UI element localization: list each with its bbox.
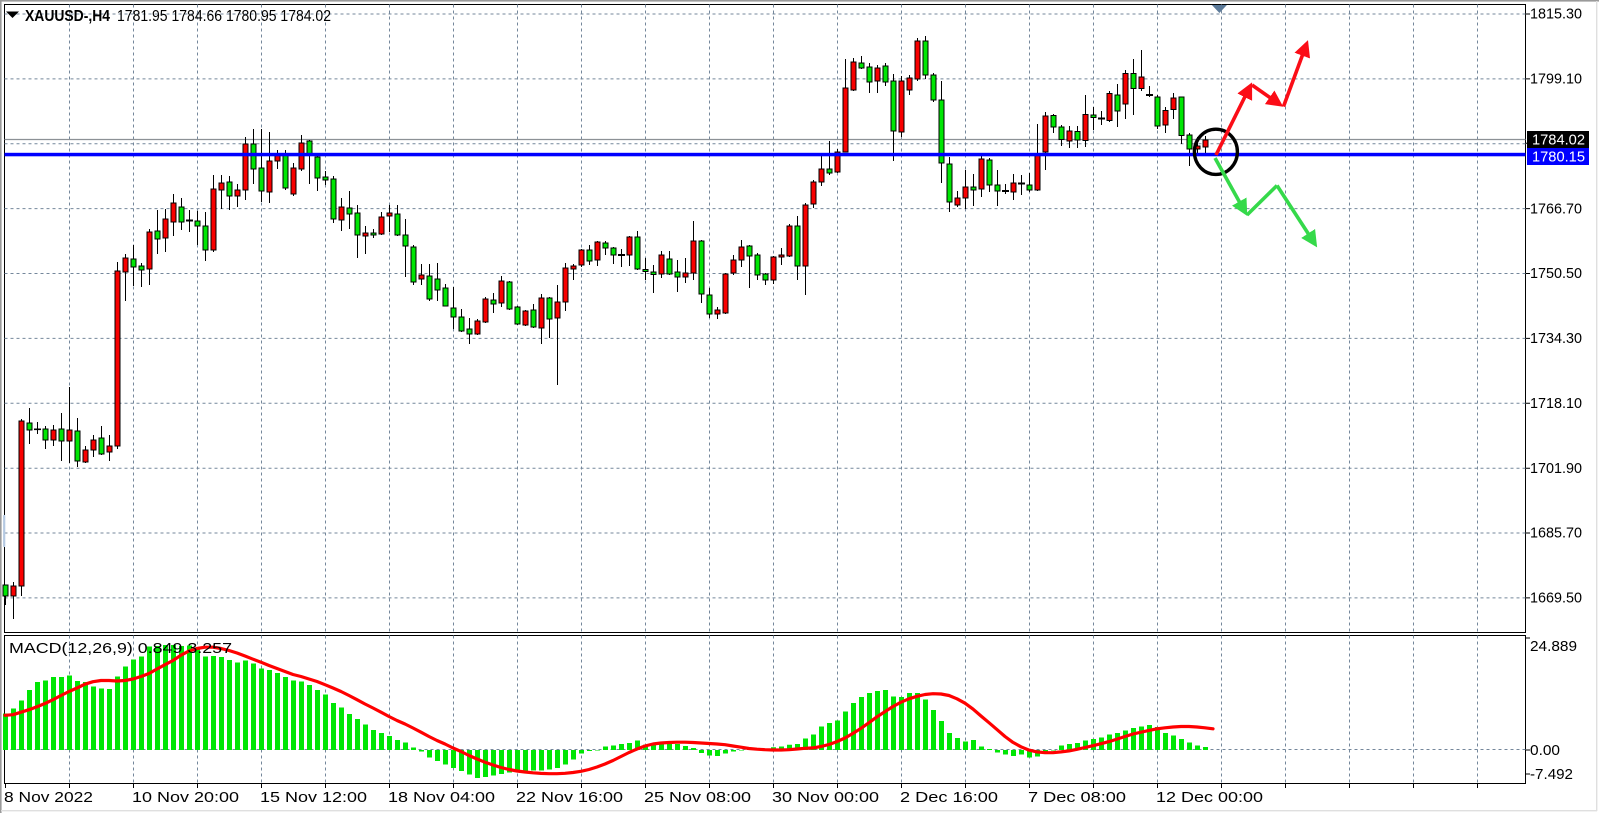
svg-text:1799.10: 1799.10 <box>1530 71 1582 88</box>
svg-text:8 Nov 2022: 8 Nov 2022 <box>4 789 93 806</box>
svg-text:1718.10: 1718.10 <box>1530 395 1582 412</box>
svg-text:1685.70: 1685.70 <box>1530 525 1582 542</box>
svg-text:1780.15: 1780.15 <box>1532 149 1585 166</box>
svg-text:2 Dec 16:00: 2 Dec 16:00 <box>900 789 998 806</box>
svg-text:1701.90: 1701.90 <box>1530 460 1582 477</box>
svg-text:10 Nov 20:00: 10 Nov 20:00 <box>132 789 239 806</box>
svg-text:1766.70: 1766.70 <box>1530 200 1582 217</box>
svg-text:15 Nov 12:00: 15 Nov 12:00 <box>260 789 367 806</box>
svg-text:1734.30: 1734.30 <box>1530 330 1582 347</box>
svg-text:12 Dec 00:00: 12 Dec 00:00 <box>1156 789 1263 806</box>
svg-text:0.00: 0.00 <box>1530 742 1560 759</box>
svg-text:1784.02: 1784.02 <box>1532 132 1585 149</box>
svg-text:XAUUSD-,H4: XAUUSD-,H4 <box>25 8 110 25</box>
svg-text:-7.492: -7.492 <box>1530 766 1573 783</box>
svg-text:7 Dec 08:00: 7 Dec 08:00 <box>1028 789 1126 806</box>
svg-text:30 Nov 00:00: 30 Nov 00:00 <box>772 789 879 806</box>
svg-text:25 Nov 08:00: 25 Nov 08:00 <box>644 789 751 806</box>
svg-text:1669.50: 1669.50 <box>1530 590 1582 607</box>
svg-text:18 Nov 04:00: 18 Nov 04:00 <box>388 789 495 806</box>
svg-text:MACD(12,26,9) 0.849 3.257: MACD(12,26,9) 0.849 3.257 <box>9 640 232 657</box>
svg-text:1781.95 1784.66 1780.95 1784.0: 1781.95 1784.66 1780.95 1784.02 <box>117 8 331 25</box>
svg-text:24.889: 24.889 <box>1530 638 1577 655</box>
svg-text:22 Nov 16:00: 22 Nov 16:00 <box>516 789 623 806</box>
svg-text:1815.30: 1815.30 <box>1530 6 1582 23</box>
svg-text:1750.50: 1750.50 <box>1530 265 1582 282</box>
